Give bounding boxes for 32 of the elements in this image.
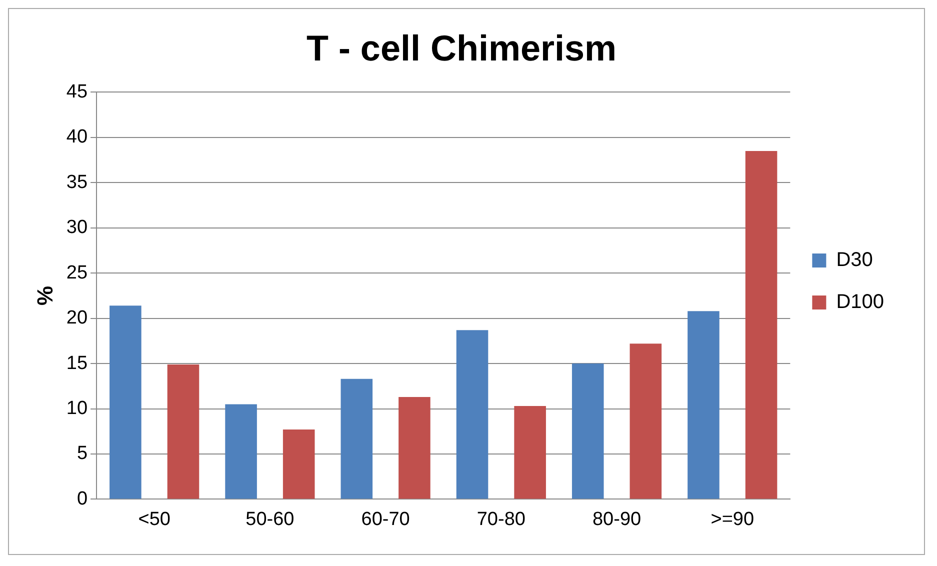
- x-tick-label: 80-90: [592, 508, 642, 530]
- y-tick-label: 20: [66, 308, 88, 329]
- y-tick-label: 10: [66, 398, 88, 419]
- bar: [745, 150, 778, 499]
- bar: [110, 306, 142, 499]
- bar: [572, 364, 604, 499]
- y-tick-label: 30: [66, 217, 88, 238]
- bar: [514, 406, 546, 499]
- bar: [398, 397, 430, 499]
- y-axis-title: %: [32, 286, 58, 306]
- y-tick-label: 15: [66, 352, 88, 374]
- bar: [167, 364, 200, 499]
- y-tick-label: 35: [66, 172, 88, 193]
- x-tick-label: >=90: [710, 508, 754, 530]
- chart-title: T - cell Chimerism: [306, 28, 617, 69]
- y-tick-label: 45: [66, 81, 88, 102]
- x-tick-label: 60-70: [361, 508, 410, 530]
- x-tick-label: <50: [138, 508, 170, 530]
- y-tick-label: 0: [76, 488, 88, 510]
- bar: [282, 430, 315, 499]
- x-tick-label: 50-60: [246, 508, 294, 530]
- bar: [225, 404, 257, 499]
- bar: [688, 311, 720, 499]
- y-tick-label: 5: [76, 443, 88, 464]
- bar: [340, 378, 373, 499]
- legend-label: D100: [836, 291, 884, 314]
- legend-label: D30: [836, 249, 873, 272]
- y-tick-label: 25: [66, 262, 88, 284]
- bar: [456, 330, 488, 499]
- x-tick-label: 70-80: [476, 508, 526, 530]
- bar: [630, 344, 662, 499]
- y-tick-label: 40: [66, 126, 88, 148]
